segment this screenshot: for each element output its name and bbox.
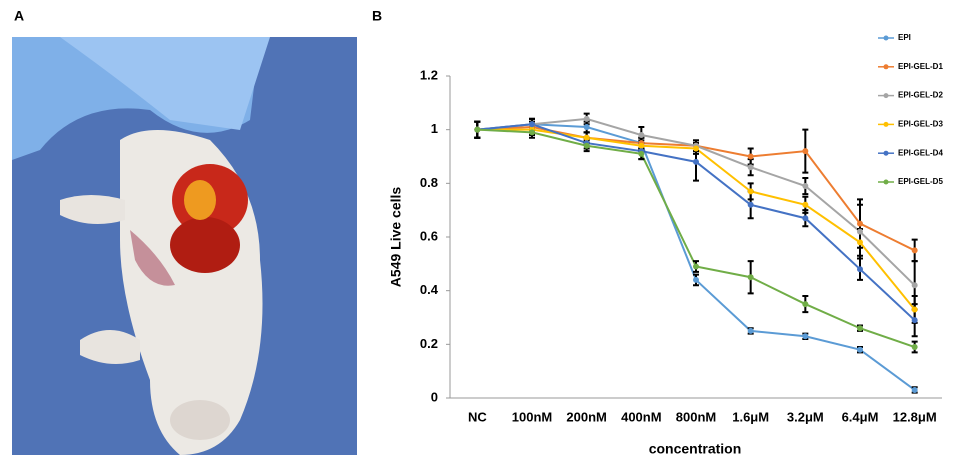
y-tick-label: 0.4 (420, 282, 439, 297)
data-point (638, 142, 645, 149)
data-point (802, 215, 809, 222)
data-point (911, 386, 918, 393)
legend-marker (883, 93, 889, 99)
data-point (693, 276, 699, 283)
x-tick-label: 6.4μM (842, 409, 879, 424)
data-point (802, 333, 809, 340)
data-point (857, 346, 863, 353)
data-point (747, 188, 754, 195)
y-tick-label: 0 (431, 389, 438, 404)
data-point (693, 263, 699, 270)
legend-label: EPI-GEL-D5 (898, 177, 943, 186)
data-point (802, 183, 809, 190)
photo (12, 37, 357, 455)
data-point (693, 145, 699, 152)
data-point (802, 148, 809, 155)
data-point (857, 228, 863, 235)
legend-label: EPI-GEL-D2 (898, 91, 943, 100)
data-point (583, 115, 590, 122)
x-tick-label: NC (468, 409, 487, 424)
x-axis-title: concentration (649, 441, 742, 457)
data-point (747, 201, 754, 208)
data-point (857, 266, 863, 273)
data-point (747, 327, 754, 334)
data-point (747, 274, 754, 281)
legend-marker (883, 179, 889, 185)
y-tick-label: 1 (431, 121, 438, 136)
data-point (802, 301, 809, 308)
legend-label: EPI-GEL-D1 (898, 62, 943, 71)
x-tick-label: 200nM (566, 409, 606, 424)
y-tick-label: 0.6 (420, 228, 438, 243)
line-chart: A549 Live cells concentration 0 0.2 0.4 0.6… (388, 33, 944, 457)
x-tick-label: 400nM (621, 409, 661, 424)
legend-marker (883, 150, 889, 156)
x-tick-label: 800nM (676, 409, 716, 424)
data-point (857, 239, 863, 246)
data-point (529, 121, 535, 128)
x-tick-label: 12.8μM (893, 409, 937, 424)
data-point (474, 126, 481, 133)
x-tick-label: 3.2μM (787, 409, 824, 424)
data-point (583, 123, 590, 130)
data-point (911, 344, 918, 351)
x-tick-label: 1.6μM (732, 409, 769, 424)
y-tick-label: 0.2 (420, 336, 438, 351)
data-point (857, 220, 863, 227)
y-tick-label: 1.2 (420, 67, 438, 82)
legend-label: EPI (898, 33, 911, 42)
data-point (911, 317, 918, 324)
data-point (911, 247, 918, 254)
x-tick-label: 100nM (512, 409, 552, 424)
legend-label: EPI-GEL-D3 (898, 120, 943, 129)
data-point (911, 282, 918, 289)
data-point (747, 153, 754, 160)
data-point (857, 325, 863, 332)
data-point (583, 142, 590, 149)
y-tick-label: 0.8 (420, 175, 438, 190)
legend-label: EPI-GEL-D4 (898, 148, 943, 157)
data-point (529, 129, 535, 136)
data-point (802, 201, 809, 208)
data-point (747, 164, 754, 171)
legend-marker (883, 64, 889, 70)
panel-label: B (372, 8, 382, 24)
legend-marker (883, 121, 889, 127)
data-point (911, 306, 918, 313)
data-point (638, 150, 645, 157)
y-axis-title: A549 Live cells (388, 187, 404, 288)
panel-label: A (14, 8, 24, 24)
data-point (638, 132, 645, 139)
legend-marker (883, 35, 889, 41)
data-point (693, 158, 699, 165)
data-point (583, 134, 590, 141)
